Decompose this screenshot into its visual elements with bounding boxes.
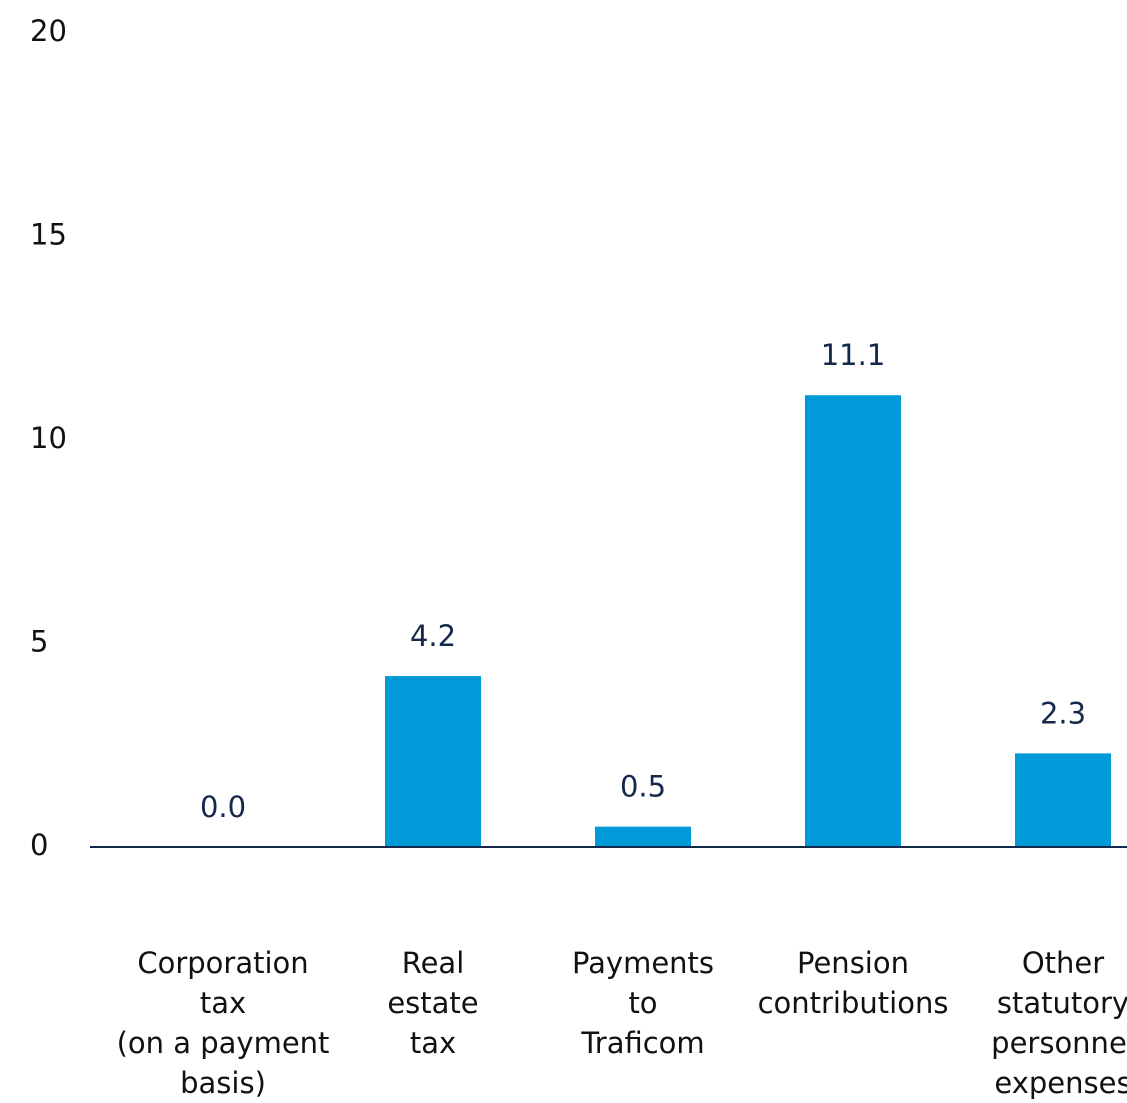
x-tick-label: Real estate tax — [387, 946, 478, 1060]
data-label: 11.1 — [821, 338, 886, 372]
x-tick-label: Pension contributions — [758, 946, 949, 1020]
bar — [1015, 753, 1111, 847]
data-label: 0.0 — [200, 790, 246, 824]
x-tick-label: Corporation tax (on a payment basis) — [117, 946, 330, 1100]
y-tick-label: 15 — [30, 218, 67, 252]
data-label: 4.2 — [410, 619, 456, 653]
y-tick-label: 10 — [30, 421, 67, 455]
bar — [805, 395, 901, 847]
y-tick-label: 20 — [30, 14, 67, 48]
x-tick-label: Payments to Traficom — [572, 946, 714, 1060]
data-label: 2.3 — [1040, 696, 1086, 730]
bar — [385, 676, 481, 847]
y-tick-label: 0 — [30, 828, 48, 862]
data-label: 0.5 — [620, 770, 666, 804]
bar — [595, 826, 691, 847]
y-tick-label: 5 — [30, 625, 48, 659]
x-tick-label: Other statutory personnel expenses — [991, 946, 1127, 1100]
